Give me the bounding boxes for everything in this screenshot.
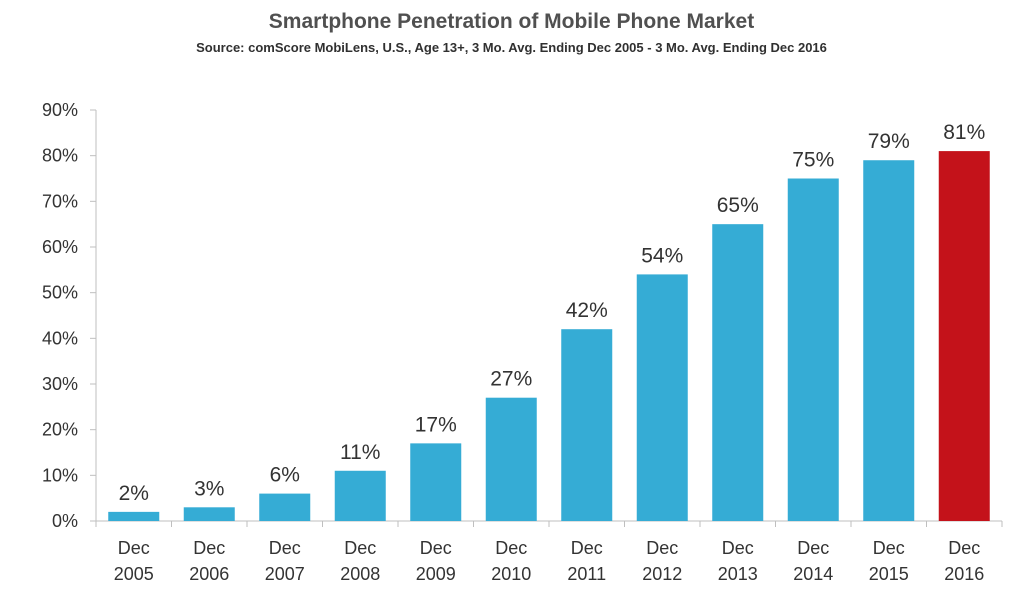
x-tick-label-year: 2016 (944, 564, 984, 584)
y-tick-label: 30% (42, 374, 78, 394)
x-tick-label-month: Dec (420, 538, 452, 558)
data-labels: 2% 3% 6% 11% 17% 27% 42% 54% 65% 75% 79% 81% (119, 121, 986, 505)
bar-dec-2010 (485, 397, 537, 521)
chart-title: Smartphone Penetration of Mobile Phone M… (268, 10, 755, 33)
x-tick-label-year: 2015 (869, 564, 909, 584)
y-tick-label: 10% (42, 465, 78, 485)
x-tick-label-year: 2012 (642, 564, 682, 584)
x-tick-label-year: 2014 (793, 564, 833, 584)
bar-dec-2016 (938, 151, 990, 521)
bar-dec-2012 (636, 274, 688, 521)
bar-dec-2009 (410, 443, 462, 521)
x-tick-label-month: Dec (269, 538, 301, 558)
x-tick-label-year: 2013 (718, 564, 758, 584)
x-tick-label-month: Dec (571, 538, 603, 558)
data-label: 2% (119, 482, 149, 505)
bar-dec-2007 (259, 493, 311, 521)
x-tick-label-year: 2005 (114, 564, 154, 584)
chart-subtitle: Source: comScore MobiLens, U.S., Age 13+… (196, 40, 827, 55)
bar-dec-2011 (561, 329, 613, 521)
y-axis: 0% 10% 20% 30% 40% 50% 60% 70% 80% 90% (42, 100, 97, 531)
bar-dec-2008 (334, 470, 386, 521)
y-tick-label: 90% (42, 100, 78, 120)
bar-dec-2015 (863, 160, 915, 521)
x-tick-label-year: 2007 (265, 564, 305, 584)
y-tick-label: 70% (42, 191, 78, 211)
y-tick-label: 20% (42, 420, 78, 440)
data-label: 81% (943, 121, 985, 144)
data-label: 42% (566, 299, 608, 322)
data-label: 75% (792, 149, 834, 172)
data-label: 54% (641, 244, 683, 267)
bar-dec-2014 (787, 178, 839, 521)
y-tick-label: 0% (52, 511, 78, 531)
bars (108, 151, 990, 521)
x-tick-label-month: Dec (873, 538, 905, 558)
x-tick-label-year: 2008 (340, 564, 380, 584)
bar-dec-2013 (712, 224, 764, 521)
x-tick-label-month: Dec (722, 538, 754, 558)
x-tick-label-month: Dec (948, 538, 980, 558)
x-tick-label-year: 2011 (567, 564, 606, 584)
data-label: 6% (270, 464, 300, 487)
y-tick-label: 80% (42, 146, 78, 166)
bar-dec-2006 (183, 507, 235, 521)
y-tick-label: 60% (42, 237, 78, 257)
bar-dec-2005 (108, 511, 160, 521)
y-tick-label: 40% (42, 328, 78, 348)
x-tick-label-year: 2010 (491, 564, 531, 584)
x-axis: Dec 2005 Dec 2006 Dec 2007 Dec 2008 Dec 2009 Dec 20… (95, 520, 1003, 584)
x-tick-label-month: Dec (797, 538, 829, 558)
data-label: 79% (868, 130, 910, 153)
x-tick-label-year: 2006 (189, 564, 229, 584)
data-label: 27% (490, 368, 532, 391)
x-tick-label-year: 2009 (416, 564, 456, 584)
x-tick-label-month: Dec (344, 538, 376, 558)
data-label: 65% (717, 194, 759, 217)
data-label: 17% (415, 413, 457, 436)
x-tick-label-month: Dec (118, 538, 150, 558)
data-label: 3% (194, 477, 224, 500)
x-tick-label-month: Dec (193, 538, 225, 558)
x-tick-label-month: Dec (495, 538, 527, 558)
data-label: 11% (340, 441, 380, 464)
x-tick-label-month: Dec (646, 538, 678, 558)
y-tick-label: 50% (42, 283, 78, 303)
